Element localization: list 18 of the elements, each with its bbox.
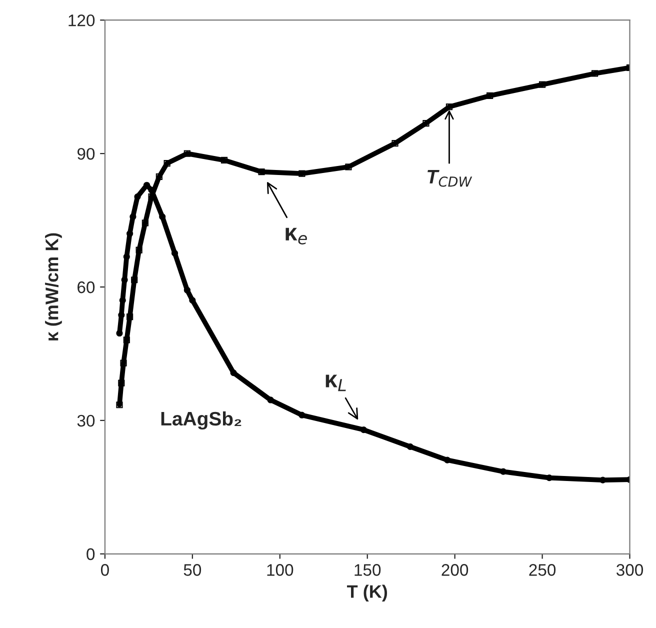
y-tick-label: 0 [86,548,95,560]
x-tick-label: 100 [267,564,294,576]
x-tick-label: 150 [354,564,381,576]
annotation: LaAgSb₂ [161,411,242,430]
y-tick-label: 30 [77,414,95,427]
y-axis-title: κ (mW/cm K) [45,233,62,340]
series-label: κ$_{L}$ [326,374,346,392]
y-tick-label: 60 [78,281,95,294]
x-tick-label: 200 [442,564,468,576]
x-tick-label: 50 [184,564,202,576]
y-tick-label: 90 [77,148,95,160]
x-tick-label: 300 [616,564,644,576]
x-tick-label: 0 [100,564,109,576]
annotation: T$_{CDW}$ [428,170,472,187]
x-axis-title: T (K) [347,584,388,602]
y-tick-label: 120 [68,14,95,26]
x-tick-label: 250 [529,564,556,576]
legend-label: κ$_{e}$ [286,228,307,244]
